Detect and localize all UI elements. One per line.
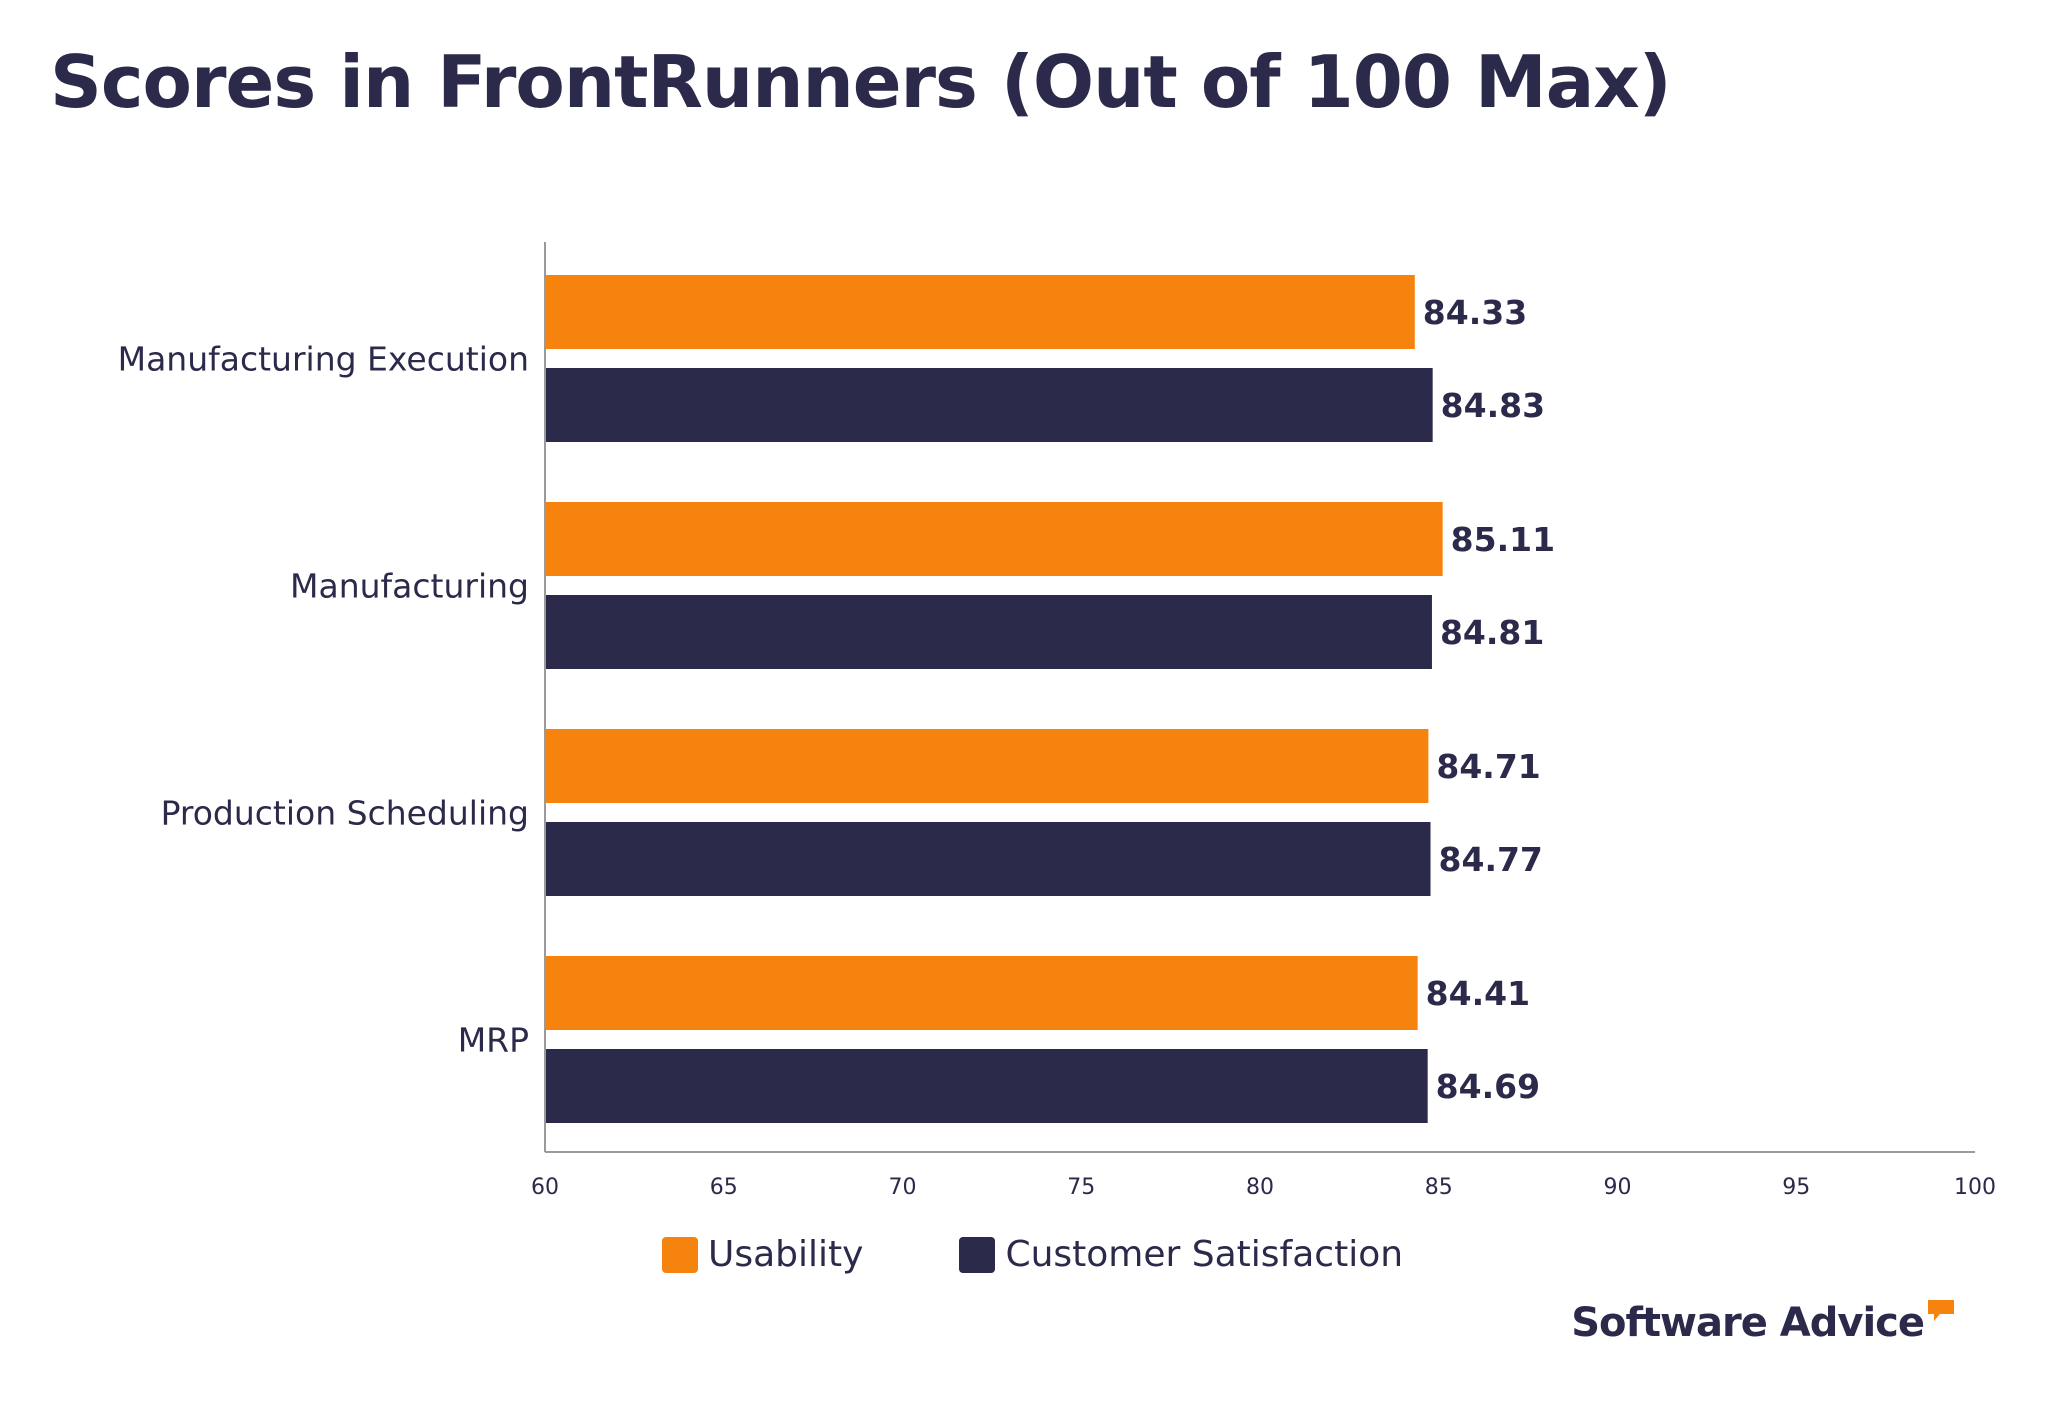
bar-customer-satisfaction-mrp bbox=[546, 1049, 1428, 1123]
x-tick-label: 95 bbox=[1782, 1175, 1810, 1200]
data-label-customer-satisfaction-manufacturing: 84.81 bbox=[1440, 613, 1544, 652]
legend-item-customer-satisfaction: Customer Satisfaction bbox=[959, 1234, 1403, 1275]
x-tick-label: 60 bbox=[531, 1175, 559, 1200]
legend: Usability Customer Satisfaction bbox=[662, 1234, 1499, 1275]
bar-usability-production-scheduling bbox=[546, 729, 1429, 803]
data-label-usability-manufacturing-execution: 84.33 bbox=[1423, 293, 1527, 332]
brand-name: Software Advice bbox=[1571, 1300, 1925, 1346]
category-label-production-scheduling: Production Scheduling bbox=[161, 794, 529, 833]
legend-label-customer-satisfaction: Customer Satisfaction bbox=[1005, 1234, 1404, 1275]
data-label-usability-manufacturing: 85.11 bbox=[1451, 520, 1555, 559]
category-label-manufacturing: Manufacturing bbox=[290, 567, 529, 606]
category-label-mrp: MRP bbox=[458, 1021, 529, 1060]
x-tick-label: 65 bbox=[710, 1175, 738, 1200]
x-tick-label: 75 bbox=[1067, 1175, 1095, 1200]
category-label-manufacturing-execution: Manufacturing Execution bbox=[118, 340, 529, 379]
bar-customer-satisfaction-manufacturing bbox=[546, 595, 1432, 669]
x-tick-label: 70 bbox=[889, 1175, 917, 1200]
data-label-usability-mrp: 84.41 bbox=[1426, 974, 1530, 1013]
data-label-usability-production-scheduling: 84.71 bbox=[1436, 747, 1540, 786]
data-label-customer-satisfaction-manufacturing-execution: 84.83 bbox=[1441, 386, 1545, 425]
legend-swatch-usability bbox=[662, 1236, 698, 1273]
legend-label-usability: Usability bbox=[708, 1234, 864, 1275]
x-tick-label: 80 bbox=[1246, 1175, 1274, 1200]
software-advice-logo: Software Advice bbox=[1571, 1300, 1956, 1346]
bar-customer-satisfaction-production-scheduling bbox=[546, 822, 1431, 896]
bar-usability-manufacturing bbox=[546, 502, 1443, 576]
legend-item-usability: Usability bbox=[662, 1234, 863, 1275]
plot-area: 60 65 70 75 80 85 90 95 100 Manufacturing Executi… bbox=[118, 242, 1996, 1200]
legend-swatch-customer-satisfaction bbox=[959, 1236, 996, 1273]
x-tick-label: 90 bbox=[1604, 1175, 1632, 1200]
x-tick-label: 85 bbox=[1425, 1175, 1453, 1200]
bar-usability-manufacturing-execution bbox=[546, 275, 1415, 349]
chart-title: Scores in FrontRunners (Out of 100 Max) bbox=[50, 40, 1672, 124]
bar-customer-satisfaction-manufacturing-execution bbox=[546, 368, 1433, 442]
data-label-customer-satisfaction-mrp: 84.69 bbox=[1436, 1067, 1540, 1106]
data-label-customer-satisfaction-production-scheduling: 84.77 bbox=[1439, 840, 1543, 879]
speech-bubble-icon bbox=[1926, 1298, 1956, 1321]
bar-usability-mrp bbox=[546, 956, 1418, 1030]
x-tick-label: 100 bbox=[1954, 1175, 1996, 1200]
